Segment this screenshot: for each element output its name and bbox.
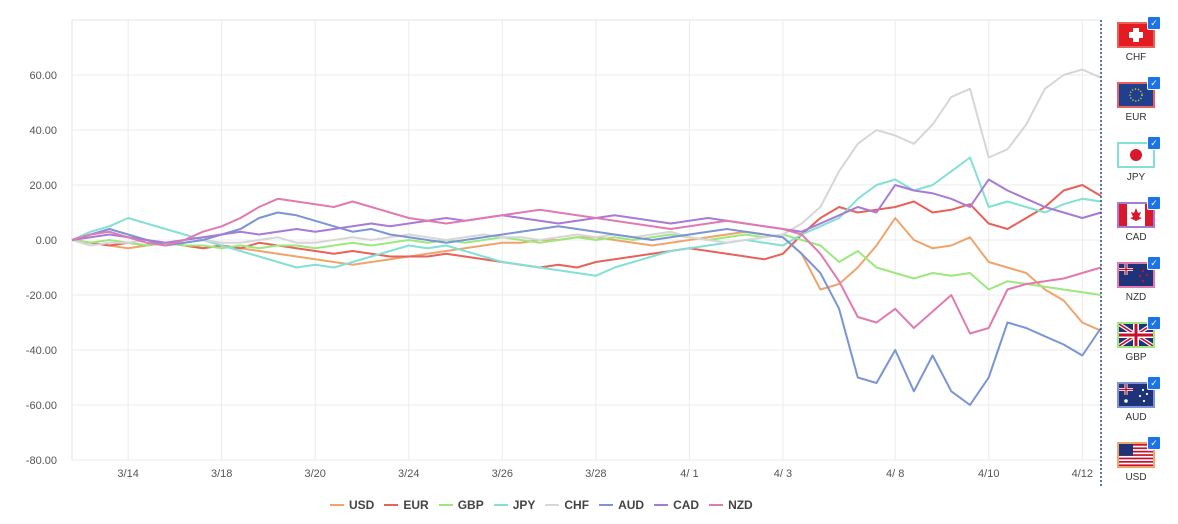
y-tick-label: -40.00 <box>26 345 57 357</box>
currency-toggle-gbp[interactable]: ✓ GBP <box>1115 316 1161 363</box>
series-line-usd <box>71 217 1102 332</box>
chart-grid <box>71 19 1102 461</box>
australia-flag-icon <box>1119 384 1153 406</box>
legend-label: AUD <box>618 498 645 512</box>
flag-box: ✓ <box>1117 16 1161 48</box>
flag-label: AUD <box>1125 412 1147 423</box>
legend-item-jpy[interactable]: JPY <box>493 498 536 512</box>
flag-label: JPY <box>1126 172 1146 183</box>
chart-legend: USD EUR GBP JPY CHF AUD CAD NZD <box>330 498 753 512</box>
series-line-jpy <box>71 156 1102 277</box>
checkbox-checked-icon[interactable]: ✓ <box>1147 196 1161 210</box>
y-tick-label: -60.00 <box>26 400 57 412</box>
y-tick-label: 40.00 <box>29 125 57 137</box>
x-tick-label: 4/12 <box>1072 468 1093 480</box>
x-tick-label: 4/10 <box>978 468 999 480</box>
flag-box: ✓ <box>1117 196 1161 228</box>
y-tick-label: 60.00 <box>29 70 57 82</box>
flag-label: EUR <box>1125 112 1147 123</box>
legend-swatch <box>709 504 724 506</box>
x-tick-label: 4/ 3 <box>774 468 792 480</box>
series-line-aud <box>71 211 1102 406</box>
y-tick-label: 0.00 <box>36 235 57 247</box>
y-axis: 60.00 40.00 20.00 0.00 -20.00 -40.00 -60.00 -80… <box>26 70 57 467</box>
flag-label: NZD <box>1125 292 1147 303</box>
x-axis: 3/14 3/18 3/20 3/24 3/26 3/28 4/ 1 4/ 3 4/ 8 4/10… <box>117 468 1093 480</box>
legend-item-nzd[interactable]: NZD <box>709 498 753 512</box>
legend-swatch <box>330 504 344 506</box>
swiss-flag-icon <box>1119 24 1153 46</box>
legend-label: CHF <box>564 498 590 512</box>
flag-box: ✓ <box>1117 76 1161 108</box>
flag-label: CHF <box>1125 52 1147 63</box>
eu-flag-icon <box>1119 84 1153 106</box>
x-tick-label: 3/20 <box>305 468 326 480</box>
legend-label: USD <box>349 498 375 512</box>
legend-label: NZD <box>728 498 753 512</box>
x-tick-label: 3/24 <box>398 468 419 480</box>
x-tick-label: 3/28 <box>585 468 606 480</box>
legend-swatch <box>493 504 508 506</box>
uk-flag-icon <box>1119 324 1153 346</box>
x-tick-label: 3/26 <box>492 468 513 480</box>
currency-toggle-eur[interactable]: ✓ EUR <box>1115 76 1161 123</box>
checkbox-checked-icon[interactable]: ✓ <box>1147 136 1161 150</box>
currency-toggle-chf[interactable]: ✓ CHF <box>1115 16 1161 63</box>
currency-toggle-jpy[interactable]: ✓ JPY <box>1115 136 1161 183</box>
flag-label: CAD <box>1125 232 1147 243</box>
checkbox-checked-icon[interactable]: ✓ <box>1147 376 1161 390</box>
japan-flag-icon <box>1119 144 1153 166</box>
legend-swatch <box>384 504 399 506</box>
legend-label: CAD <box>673 498 700 512</box>
currency-flag-panel: ✓ CHF ✓ EUR ✓ JPY ✓ CAD ✓ NZD ✓ GBP ✓ AUD ✓ USD <box>1103 16 1178 488</box>
legend-label: GBP <box>457 498 484 512</box>
checkbox-checked-icon[interactable]: ✓ <box>1147 256 1161 270</box>
flag-box: ✓ <box>1117 316 1161 348</box>
series-line-gbp <box>71 233 1102 296</box>
series-line-cad <box>71 178 1102 244</box>
checkbox-checked-icon[interactable]: ✓ <box>1147 16 1161 30</box>
legend-swatch <box>545 504 560 506</box>
y-tick-label: 20.00 <box>29 180 57 192</box>
new-zealand-flag-icon <box>1119 264 1153 286</box>
series-line-nzd <box>71 197 1102 335</box>
legend-label: JPY <box>512 498 536 512</box>
flag-box: ✓ <box>1117 436 1161 468</box>
legend-item-usd[interactable]: USD <box>330 498 374 512</box>
currency-toggle-usd[interactable]: ✓ USD <box>1115 436 1161 483</box>
canada-flag-icon <box>1119 204 1153 226</box>
checkbox-checked-icon[interactable]: ✓ <box>1147 76 1161 90</box>
legend-swatch <box>599 504 614 506</box>
series-line-eur <box>71 184 1102 269</box>
currency-strength-chart: 60.00 40.00 20.00 0.00 -20.00 -40.00 -60.00 -80… <box>26 19 1102 488</box>
x-tick-label: 4/ 8 <box>886 468 904 480</box>
series-lines <box>71 68 1102 406</box>
legend-item-eur[interactable]: EUR <box>384 498 429 512</box>
legend-swatch <box>438 504 453 506</box>
checkbox-checked-icon[interactable]: ✓ <box>1147 436 1161 450</box>
legend-item-chf[interactable]: CHF <box>545 498 589 512</box>
legend-item-aud[interactable]: AUD <box>599 498 644 512</box>
x-tick-label: 4/ 1 <box>680 468 698 480</box>
currency-toggle-nzd[interactable]: ✓ NZD <box>1115 256 1161 303</box>
legend-swatch <box>654 504 669 506</box>
currency-toggle-cad[interactable]: ✓ CAD <box>1115 196 1161 243</box>
checkbox-checked-icon[interactable]: ✓ <box>1147 316 1161 330</box>
series-line-chf <box>71 68 1102 247</box>
us-flag-icon <box>1119 444 1153 466</box>
flag-label: USD <box>1125 472 1147 483</box>
legend-item-gbp[interactable]: GBP <box>438 498 484 512</box>
flag-box: ✓ <box>1117 376 1161 408</box>
x-tick-label: 3/14 <box>117 468 138 480</box>
flag-label: GBP <box>1125 352 1147 363</box>
y-tick-label: -20.00 <box>26 290 57 302</box>
legend-label: EUR <box>403 498 429 512</box>
y-tick-label: -80.00 <box>26 455 57 467</box>
legend-item-cad[interactable]: CAD <box>654 498 699 512</box>
x-tick-label: 3/18 <box>211 468 232 480</box>
flag-box: ✓ <box>1117 256 1161 288</box>
flag-box: ✓ <box>1117 136 1161 168</box>
currency-toggle-aud[interactable]: ✓ AUD <box>1115 376 1161 423</box>
